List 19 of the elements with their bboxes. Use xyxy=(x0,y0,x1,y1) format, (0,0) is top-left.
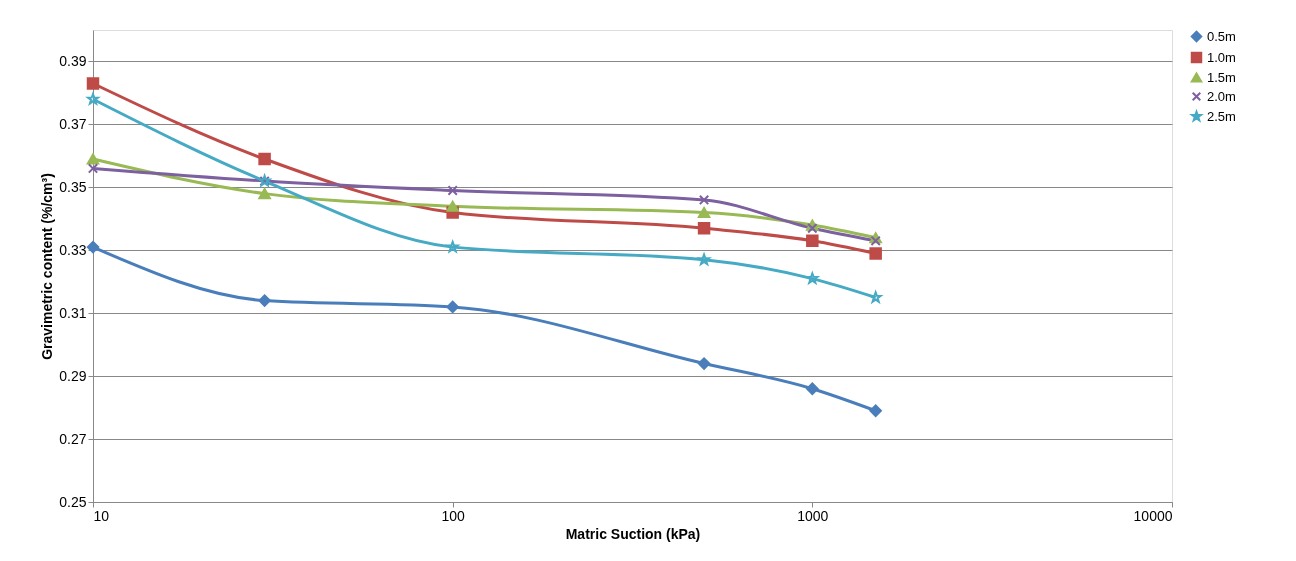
y-tick-label: 0.27 xyxy=(59,430,87,447)
x-axis-title: Matric Suction (kPa) xyxy=(565,525,701,542)
y-tick-label: 0.25 xyxy=(59,493,87,510)
y-tick-label: 0.35 xyxy=(59,178,87,195)
legend-label: 0.5m xyxy=(1207,28,1236,44)
x-tick-label: 10 xyxy=(93,507,110,524)
y-tick-label: 0.39 xyxy=(59,52,87,69)
legend-label: 2.5m xyxy=(1207,108,1236,124)
y-tick-label: 0.31 xyxy=(59,304,87,321)
y-tick-label: 0.37 xyxy=(59,115,87,132)
x-tick-label: 10000 xyxy=(1133,507,1173,524)
x-tick-label: 1000 xyxy=(797,507,829,524)
x-tick-label: 100 xyxy=(441,507,466,524)
y-tick-label: 0.33 xyxy=(59,241,87,258)
y-axis-title: Gravimetric content (%/cm³) xyxy=(39,173,56,360)
legend-label: 2.0m xyxy=(1207,88,1236,104)
legend-label: 1.0m xyxy=(1207,49,1236,65)
legend-label: 1.5m xyxy=(1207,69,1236,85)
y-tick-label: 0.29 xyxy=(59,367,87,384)
